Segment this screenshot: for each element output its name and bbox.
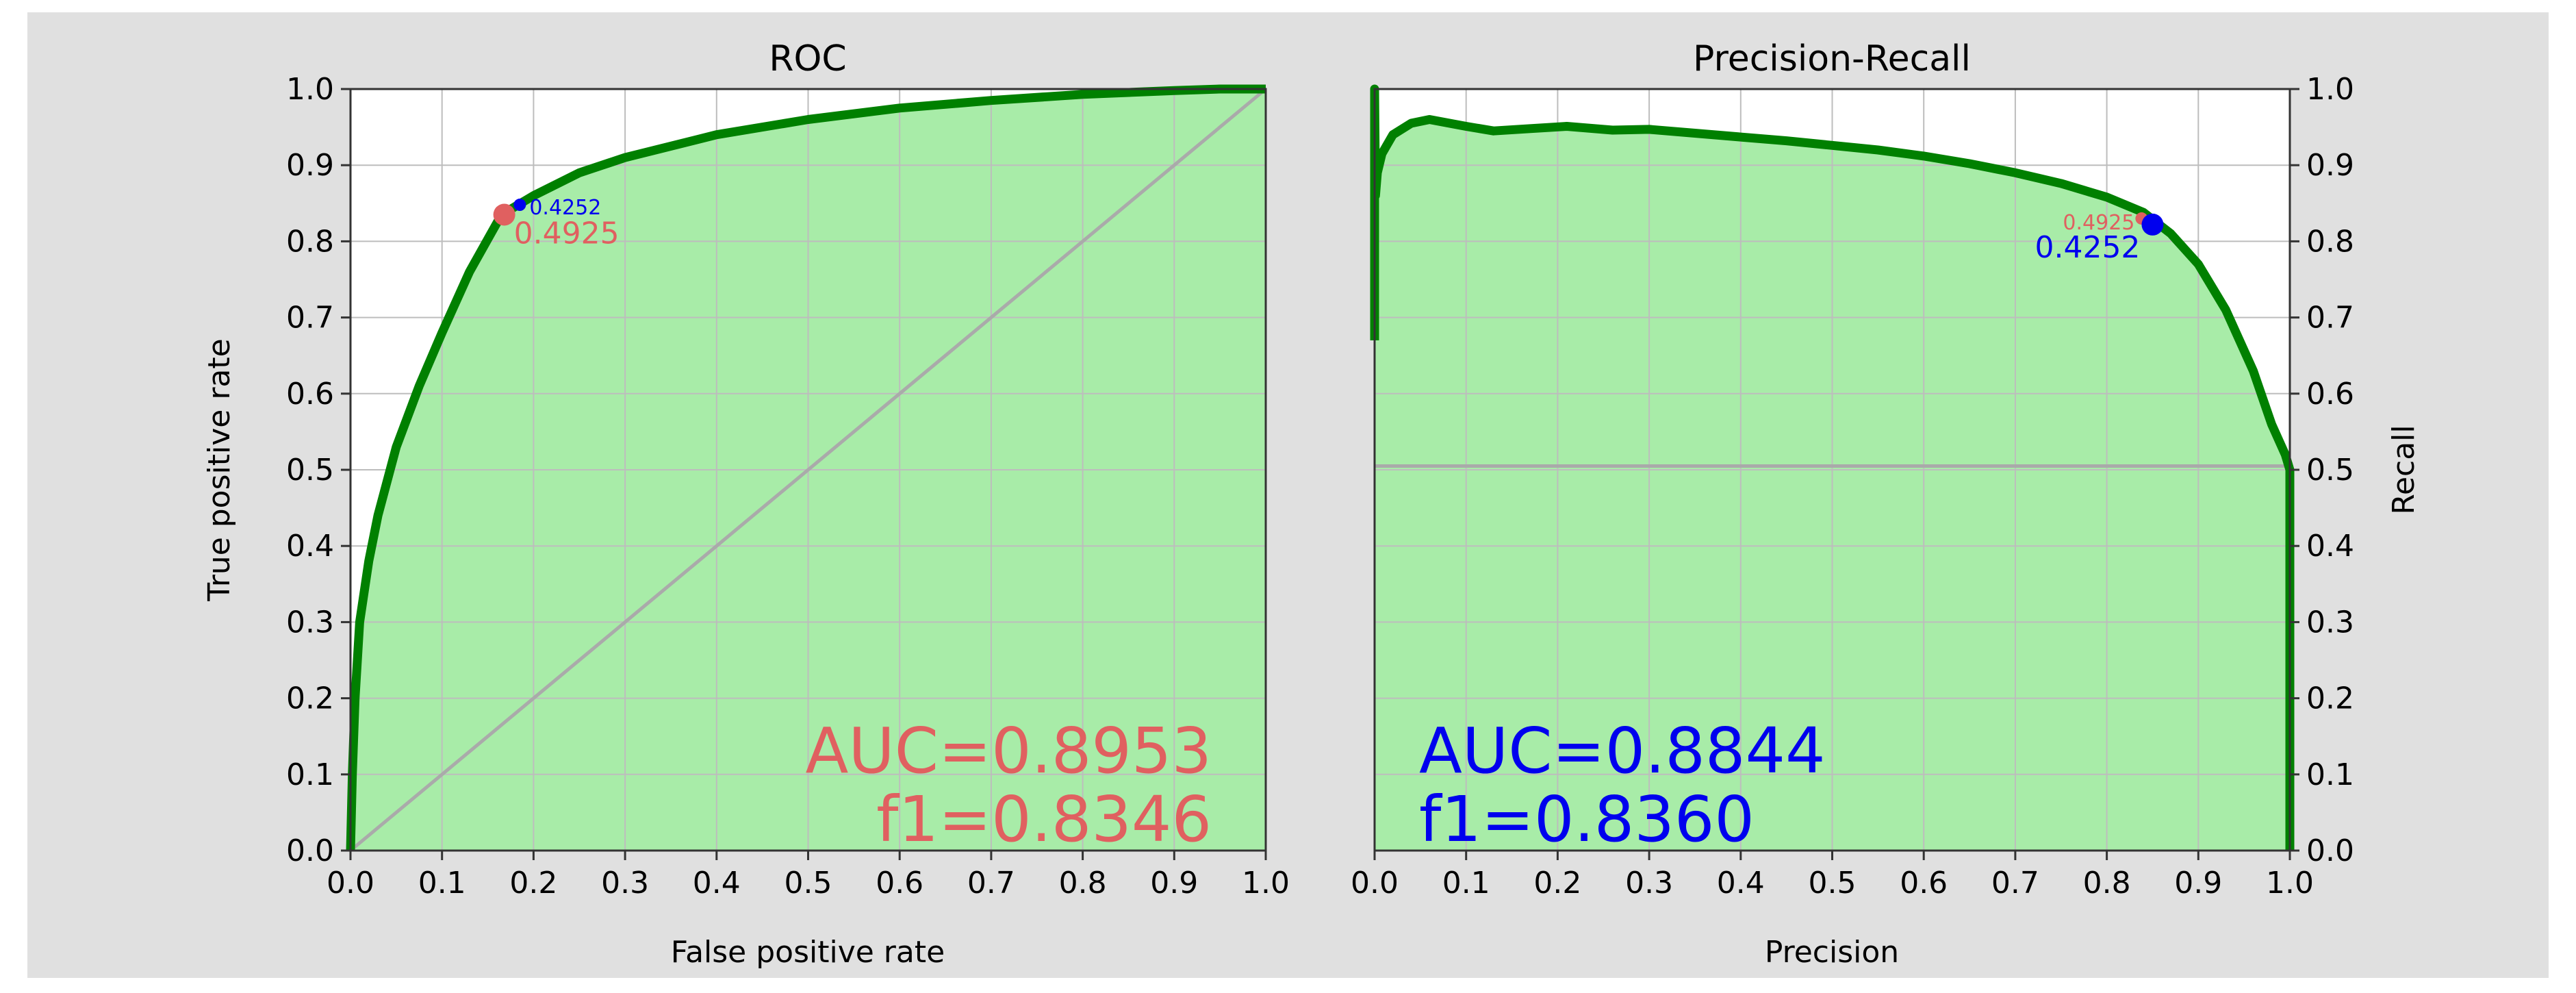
pr-title: Precision-Recall	[1693, 38, 1971, 79]
roc-y-tick-label: 0.4	[286, 529, 334, 564]
roc-y-tick-label: 0.9	[286, 148, 334, 183]
roc-x-tick-label: 0.8	[1059, 866, 1107, 901]
roc-x-tick-label: 0.4	[693, 866, 741, 901]
roc-marker-0-4252	[513, 199, 526, 212]
pr-y-tick-label: 0.2	[2306, 681, 2354, 716]
pr-x-tick-label: 0.0	[1351, 866, 1399, 901]
roc-x-tick-label: 0.2	[509, 866, 557, 901]
roc-panel: 0.0 0.1 0.2 0.3 0.4 0.5 0.6 0.7 0.8 0.9 1.0 0.0 0.1 0…	[202, 38, 1290, 970]
pr-y-tick-label: 0.3	[2306, 605, 2354, 640]
roc-x-tick-label: 0.6	[876, 866, 923, 901]
pr-x-tick-label: 0.7	[1991, 866, 2039, 901]
chart-canvas: 0.0 0.1 0.2 0.3 0.4 0.5 0.6 0.7 0.8 0.9 1.00.00.10…	[202, 38, 2421, 970]
pr-marker-0-4252	[2141, 213, 2164, 236]
pr-y-axis-label: Recall	[2386, 425, 2421, 514]
pr-auc-annotation: AUC=0.8844	[1419, 714, 1826, 788]
pr-y-tick-label: 0.0	[2306, 833, 2354, 868]
roc-x-tick-label: 0.7	[967, 866, 1015, 901]
roc-x-tick-label: 0.5	[785, 866, 832, 901]
roc-y-tick-label: 1.0	[286, 72, 334, 107]
roc-x-tick-label: 1.0	[1242, 866, 1290, 901]
roc-y-tick-label: 0.7	[286, 301, 334, 336]
pr-y-tick-label: 0.6	[2306, 377, 2354, 412]
roc-x-tick-label: 0.3	[601, 866, 649, 901]
pr-x-tick-label: 0.3	[1625, 866, 1673, 901]
roc-x-tick-label: 0.1	[418, 866, 466, 901]
pr-f1-annotation: f1=0.8360	[1419, 783, 1755, 856]
pr-x-tick-label: 0.8	[2083, 866, 2131, 901]
pr-x-tick-label: 0.4	[1717, 866, 1765, 901]
pr-x-tick-label: 0.2	[1533, 866, 1581, 901]
roc-axis-ticks: 0.0 0.1 0.2 0.3 0.4 0.5 0.6 0.7 0.8 0.9 1.0 0.0 0.1 0…	[286, 72, 1290, 901]
pr-curve-line	[1370, 84, 2295, 851]
pr-marker-label-0-4925: 0.4925	[2063, 211, 2134, 235]
pr-x-tick-label: 0.1	[1442, 866, 1490, 901]
pr-x-tick-label: 0.5	[1809, 866, 1857, 901]
roc-y-axis-label: True positive rate	[202, 338, 237, 601]
roc-y-tick-label: 0.2	[286, 681, 334, 716]
pr-x-tick-label: 0.6	[1900, 866, 1948, 901]
roc-y-tick-label: 0.6	[286, 377, 334, 412]
pr-x-tick-label: 0.9	[2174, 866, 2222, 901]
roc-title: ROC	[769, 38, 846, 79]
roc-x-tick-label: 0.9	[1150, 866, 1198, 901]
pr-y-tick-label: 1.0	[2306, 72, 2354, 107]
roc-y-tick-label: 0.5	[286, 453, 334, 488]
roc-y-tick-label: 0.0	[286, 833, 334, 868]
roc-diagonal-baseline	[349, 88, 1267, 852]
roc-marker-0-4925	[493, 203, 515, 226]
pr-marker-label-0-4252: 0.4252	[2035, 230, 2140, 265]
pr-panel: 0.0 0.1 0.2 0.3 0.4 0.5 0.6 0.7 0.8 0.9 1.00.00.10…	[1351, 38, 2421, 970]
pr-y-tick-label: 0.9	[2306, 148, 2354, 183]
roc-y-tick-label: 0.8	[286, 224, 334, 259]
figure: 0.0 0.1 0.2 0.3 0.4 0.5 0.6 0.7 0.8 0.9 1.0 0.0 0.1 0…	[27, 12, 2549, 978]
roc-auc-annotation: AUC=0.8953	[805, 714, 1212, 788]
pr-y-tick-label: 0.7	[2306, 301, 2354, 336]
roc-marker-label-0-4925: 0.4925	[514, 216, 620, 251]
roc-f1-annotation: f1=0.8346	[876, 783, 1212, 856]
pr-axis-ticks: 0.0 0.1 0.2 0.3 0.4 0.5 0.6 0.7 0.8 0.9 1.00.00.10…	[1351, 72, 2354, 901]
pr-y-tick-label: 0.4	[2306, 529, 2354, 564]
pr-x-tick-label: 1.0	[2266, 866, 2314, 901]
pr-y-tick-label: 0.8	[2306, 224, 2354, 259]
roc-marker-label-0-4252: 0.4252	[529, 196, 601, 220]
pr-x-axis-label: Precision	[1765, 935, 1899, 970]
pr-y-tick-label: 0.5	[2306, 453, 2354, 488]
roc-x-tick-label: 0.0	[327, 866, 374, 901]
pr-y-tick-label: 0.1	[2306, 757, 2354, 792]
roc-x-axis-label: False positive rate	[671, 935, 945, 970]
roc-y-tick-label: 0.3	[286, 605, 334, 640]
roc-y-tick-label: 0.1	[286, 757, 334, 792]
